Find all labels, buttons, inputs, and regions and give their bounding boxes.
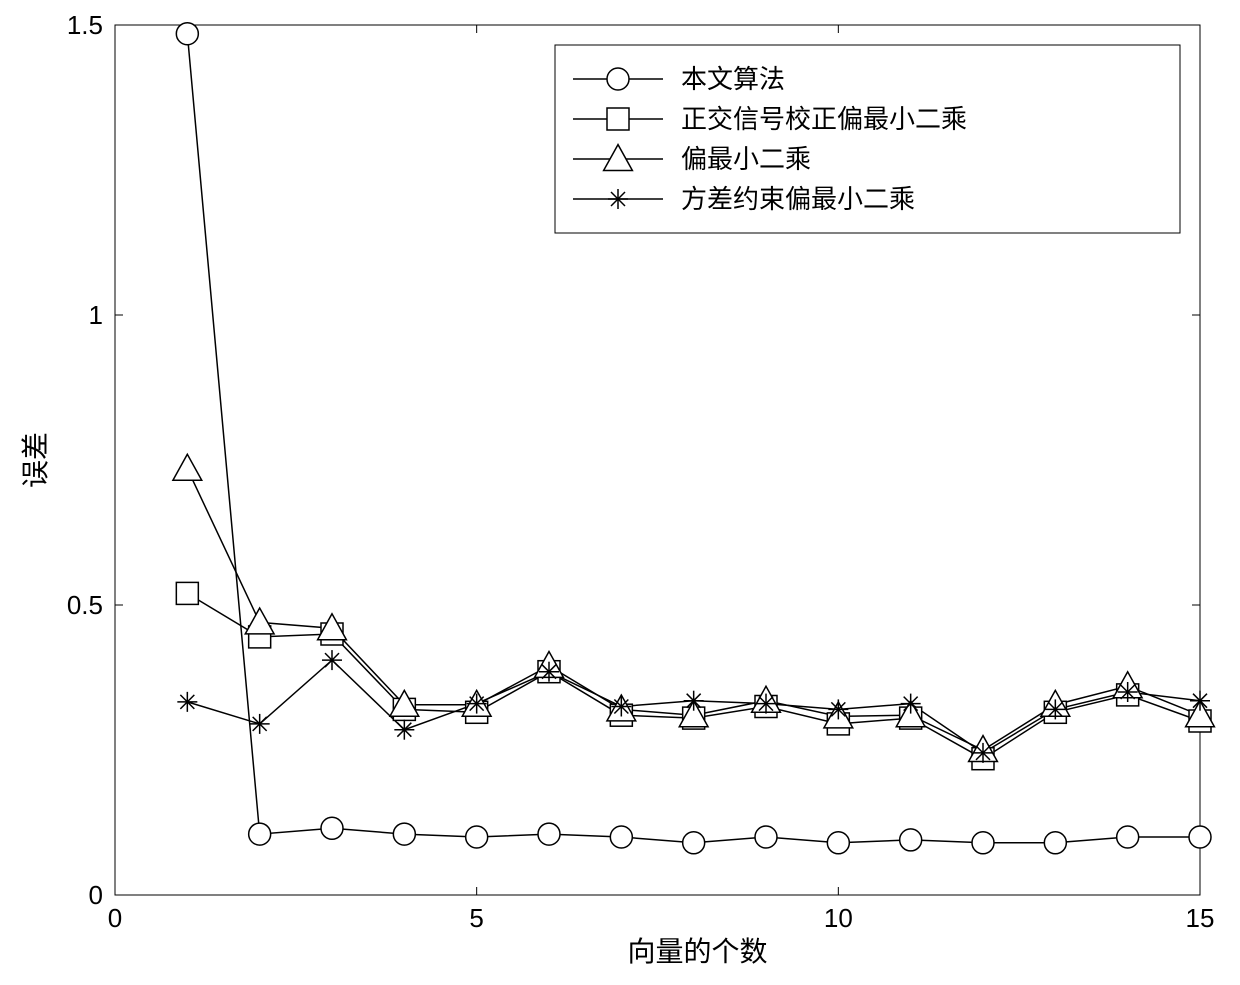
x-tick-label: 10 xyxy=(824,903,853,933)
y-axis-label: 误差 xyxy=(20,432,51,488)
marker-circle xyxy=(538,823,560,845)
marker-circle xyxy=(393,823,415,845)
marker-triangle xyxy=(173,454,202,480)
marker-circle xyxy=(1189,826,1211,848)
y-tick-label: 0.5 xyxy=(67,590,103,620)
line-chart: 0 5 10 15 0 0.5 1 1.5 向量的个数 误差 本文算法正交信号校正偏最小二乘偏最小二… xyxy=(0,0,1240,985)
marker-circle xyxy=(683,832,705,854)
marker-circle xyxy=(607,68,629,90)
marker-circle xyxy=(610,826,632,848)
marker-circle xyxy=(900,829,922,851)
marker-circle xyxy=(176,23,198,45)
marker-circle xyxy=(466,826,488,848)
legend-label: 本文算法 xyxy=(681,64,785,94)
x-tick-label: 5 xyxy=(469,903,483,933)
x-tick-label: 15 xyxy=(1186,903,1215,933)
marker-circle xyxy=(972,832,994,854)
legend-label: 偏最小二乘 xyxy=(681,144,811,174)
marker-square xyxy=(607,108,629,130)
marker-circle xyxy=(755,826,777,848)
y-tick-label: 1.5 xyxy=(67,10,103,40)
legend-label: 方差约束偏最小二乘 xyxy=(681,184,915,214)
x-axis-label: 向量的个数 xyxy=(627,936,767,967)
series-line xyxy=(187,593,1200,758)
marker-circle xyxy=(321,817,343,839)
chart-container: 0 5 10 15 0 0.5 1 1.5 向量的个数 误差 本文算法正交信号校正偏最小二乘偏最小二… xyxy=(0,0,1240,985)
legend-label: 正交信号校正偏最小二乘 xyxy=(681,104,967,134)
y-tick-label: 0 xyxy=(89,880,103,910)
marker-triangle xyxy=(245,608,274,634)
x-tick-label: 0 xyxy=(108,903,122,933)
marker-square xyxy=(176,582,198,604)
marker-circle xyxy=(1044,832,1066,854)
marker-circle xyxy=(1117,826,1139,848)
y-tick-label: 1 xyxy=(89,300,103,330)
marker-circle xyxy=(827,832,849,854)
marker-circle xyxy=(249,823,271,845)
